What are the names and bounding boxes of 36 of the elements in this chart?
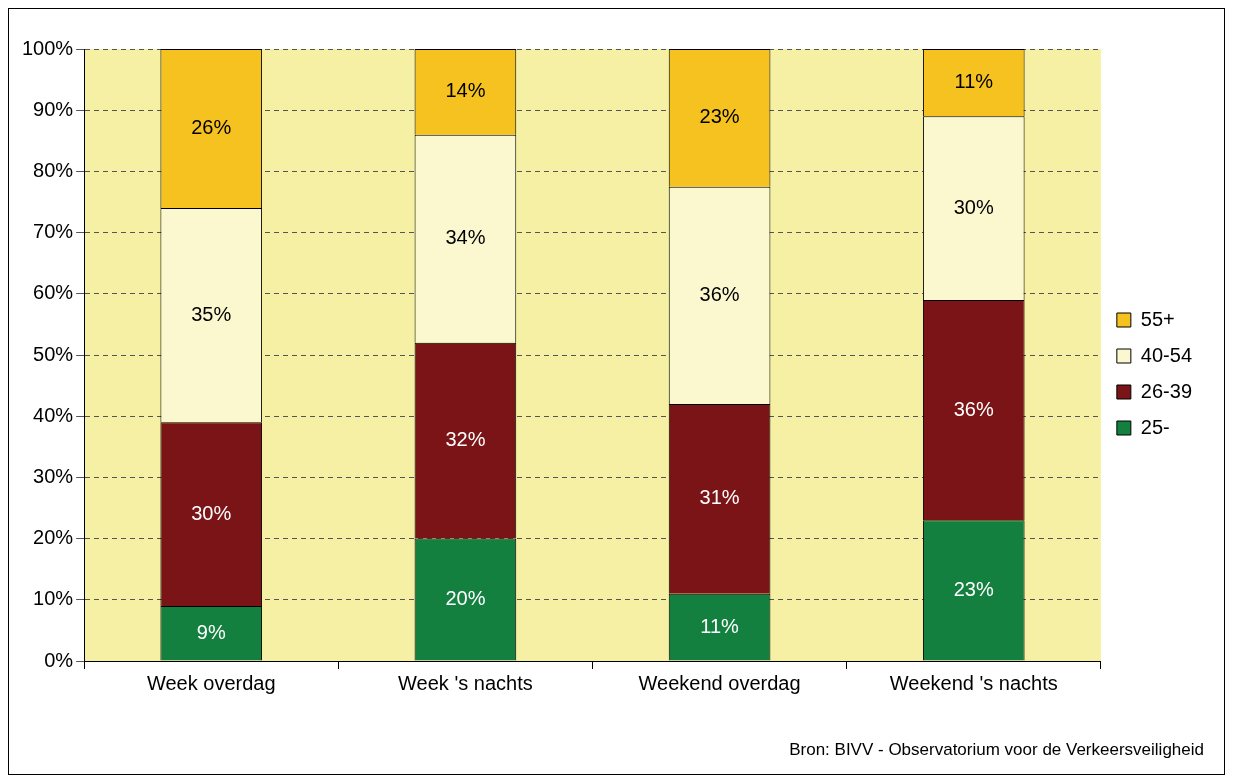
legend-label: 25- [1140,415,1170,438]
data-label: 36% [699,282,740,305]
legend-label: 55+ [1140,307,1175,330]
y-tick-label: 40% [33,403,74,426]
y-tick-label: 90% [33,97,74,120]
y-tick-label: 50% [33,342,74,365]
data-label: 14% [445,79,486,102]
data-label: 30% [953,195,994,218]
data-label: 20% [445,587,486,610]
y-tick-label: 100% [22,36,74,59]
data-label: 11% [700,614,740,637]
legend-label: 40-54 [1140,343,1192,366]
data-label: 23% [953,577,994,600]
data-label: 35% [191,302,232,325]
y-tick-label: 20% [33,526,74,549]
y-tick-label: 60% [33,281,74,304]
y-tick-label: 0% [44,648,74,671]
data-label: 36% [953,397,994,420]
data-label: 26% [191,116,232,139]
legend-label: 26-39 [1140,379,1192,402]
y-tick-label: 70% [33,220,74,243]
data-label: 9% [196,620,226,643]
y-tick-label: 30% [33,464,74,487]
data-label: 34% [445,226,486,249]
y-tick-label: 10% [33,587,74,610]
y-tick-label: 80% [33,158,74,181]
x-tick-label: Weekend overdag [638,671,801,694]
data-label: 23% [699,105,740,128]
data-label: 11% [954,70,994,93]
text: Bron: BIVV - Observatorium voor de Verkeersveiligheid [789,740,1204,760]
x-tick-label: Weekend 's nachts [889,671,1058,694]
x-tick-label: Week overdag [146,671,276,694]
data-label: 30% [191,501,232,524]
data-label: 31% [699,486,740,509]
x-tick-label: Week 's nachts [398,671,533,694]
data-label: 32% [445,428,486,451]
